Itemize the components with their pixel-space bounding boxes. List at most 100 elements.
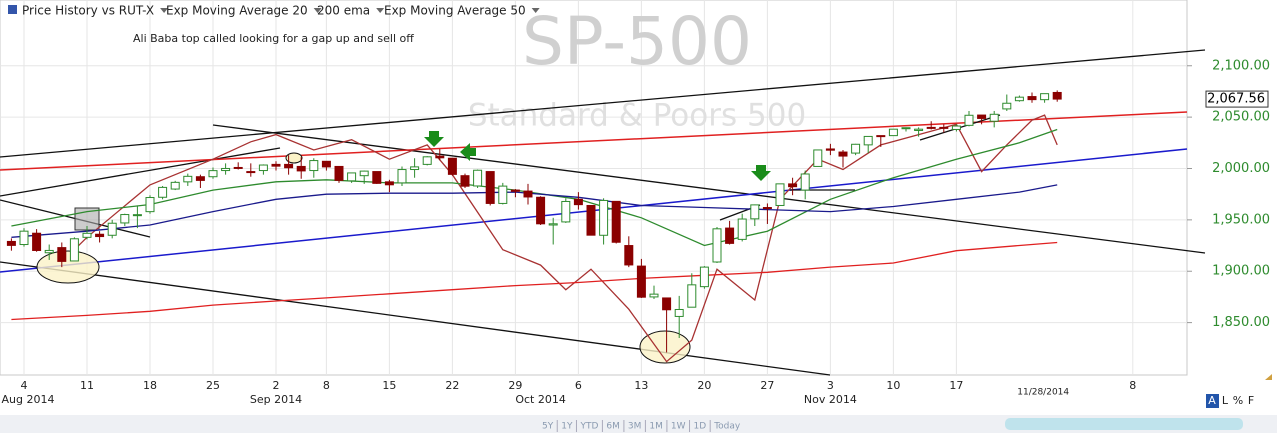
- candle-body: [636, 265, 646, 298]
- range-button[interactable]: 3M: [628, 422, 642, 432]
- candle-body: [397, 169, 407, 184]
- y-tick-label: 2,050.00: [1212, 110, 1270, 125]
- candle-body: [19, 230, 29, 246]
- candle-body: [82, 232, 92, 238]
- candle-body: [788, 183, 798, 188]
- candle-body: [977, 114, 987, 119]
- toolbar-button[interactable]: L: [1222, 394, 1229, 407]
- legend-dropdown[interactable]: [376, 8, 385, 13]
- x-tick-label: 8: [1129, 379, 1136, 392]
- candle-body: [271, 163, 281, 167]
- arrow-down: [424, 131, 444, 147]
- candle-body: [687, 284, 697, 308]
- legend-label: 200 ema: [317, 4, 370, 18]
- marks: [6, 90, 1062, 363]
- scrollbar[interactable]: [1005, 418, 1243, 430]
- candle-body: [674, 308, 684, 317]
- legend-icon: [8, 5, 17, 14]
- y-tick-label: 2,000.00: [1212, 161, 1270, 176]
- range-button[interactable]: 1W: [671, 422, 686, 432]
- x-tick-label: 4: [21, 379, 28, 392]
- x-tick-label: 3: [827, 379, 834, 392]
- candle-body: [170, 181, 180, 190]
- legend-dropdown[interactable]: [160, 8, 169, 13]
- x-tick-label: 25: [206, 379, 220, 392]
- range-button[interactable]: 1D: [694, 422, 707, 432]
- month-label: Sep 2014: [250, 393, 302, 406]
- candle-body: [359, 170, 369, 177]
- candle-body: [284, 163, 294, 169]
- candle-body: [1027, 96, 1037, 101]
- candle-body: [624, 245, 634, 266]
- candle-body: [447, 157, 457, 175]
- candle-body: [69, 238, 79, 262]
- arrow-down: [751, 165, 771, 181]
- candle-body: [813, 149, 823, 167]
- candle-body: [712, 228, 722, 263]
- x-tick-label: 29: [508, 379, 522, 392]
- candle-body: [57, 247, 67, 262]
- series-line: [11, 241, 1058, 321]
- highlight-ellipse: [639, 330, 691, 364]
- toolbar-button[interactable]: F: [1248, 394, 1254, 407]
- legend-label: Exp Moving Average 50: [384, 4, 526, 18]
- trend-lines: [0, 49, 1206, 376]
- x-tick-label: 11: [80, 379, 94, 392]
- toolbar-button[interactable]: A: [1208, 394, 1216, 407]
- legend-label: Exp Moving Average 20: [166, 4, 308, 18]
- candle-body: [410, 166, 420, 171]
- arrow-left: [460, 143, 476, 161]
- last-value-label: 2,067.56: [1207, 92, 1265, 107]
- trend-line: [0, 147, 281, 197]
- candle-body: [473, 169, 483, 187]
- trend-line: [0, 261, 831, 376]
- candle-body: [775, 183, 785, 206]
- series-line: [73, 114, 1058, 363]
- legend-dropdown[interactable]: [313, 8, 322, 13]
- candle-body: [44, 249, 54, 254]
- range-button[interactable]: 6M: [606, 422, 620, 432]
- range-button[interactable]: Today: [713, 422, 741, 432]
- highlight-ellipse: [285, 152, 303, 164]
- candle-body: [989, 113, 999, 122]
- candle-body: [737, 218, 747, 240]
- candle-body: [838, 151, 848, 157]
- candle-body: [662, 297, 672, 311]
- month-label: Oct 2014: [515, 393, 566, 406]
- legend-dropdown[interactable]: [531, 8, 540, 13]
- toolbar-button[interactable]: %: [1233, 394, 1243, 407]
- candle-body: [6, 240, 16, 246]
- x-tick-label: 13: [634, 379, 648, 392]
- range-button[interactable]: 1M: [649, 422, 663, 432]
- legend-label: Price History vs RUT-X: [22, 4, 154, 18]
- x-tick-label: 2: [273, 379, 280, 392]
- last-value-box: [1205, 90, 1269, 108]
- trend-line: [0, 49, 1206, 158]
- candle-body: [1002, 102, 1012, 110]
- candle-body: [195, 176, 205, 181]
- candle-body: [876, 135, 886, 138]
- x-tick-label: 8: [323, 379, 330, 392]
- chart-subtitle: Standard & Poors 500: [468, 98, 806, 134]
- highlights: [36, 131, 771, 364]
- month-label: Nov 2014: [804, 393, 857, 406]
- candle-body: [158, 186, 168, 198]
- candle-body: [296, 165, 306, 172]
- candle-body: [1040, 93, 1050, 101]
- candle-body: [145, 197, 155, 213]
- range-button[interactable]: 1Y: [561, 422, 573, 432]
- candle-body: [548, 223, 558, 226]
- range-button[interactable]: YTD: [579, 422, 598, 432]
- footer-bar: [0, 415, 1277, 433]
- candle-body: [926, 126, 936, 129]
- candle-body: [435, 155, 445, 159]
- range-button[interactable]: 5Y: [542, 422, 554, 432]
- candle-body: [561, 200, 571, 223]
- candle-body: [888, 128, 898, 137]
- end-date-label: 11/28/2014: [1017, 388, 1069, 398]
- candle-body: [725, 227, 735, 244]
- candle-body: [384, 181, 394, 186]
- y-tick-label: 1,950.00: [1212, 212, 1270, 227]
- y-tick-label: 2,100.00: [1212, 58, 1270, 73]
